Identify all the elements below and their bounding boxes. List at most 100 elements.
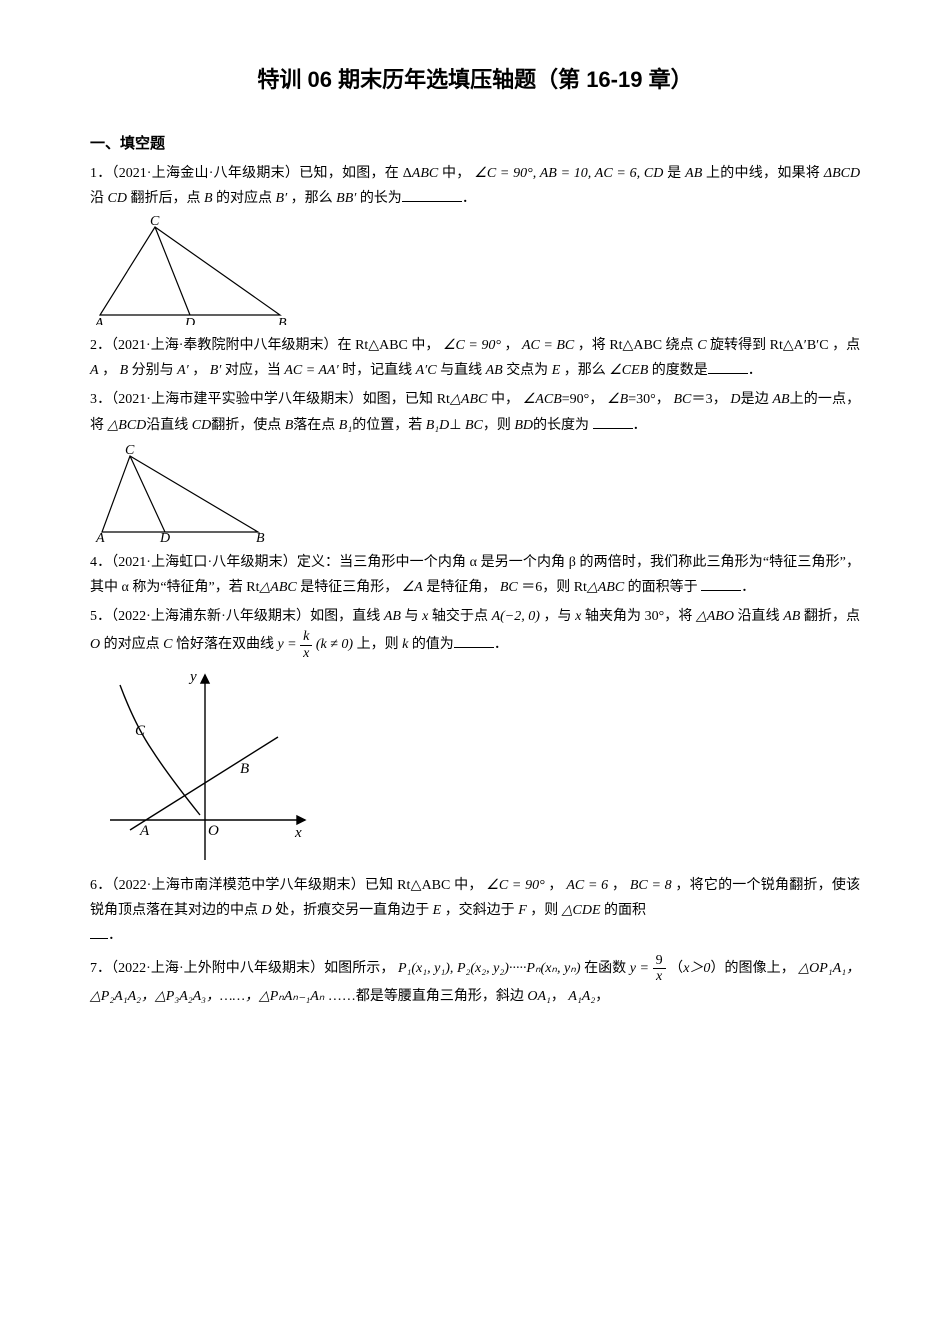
q2-m4: 绕点 [666, 338, 694, 353]
q3-m1: 中， [491, 392, 519, 407]
q7-m5: ， [551, 989, 565, 1004]
q7-frac: 9x [653, 953, 666, 985]
q5-m2: 轴交于点 [432, 609, 488, 624]
q1-m6: 的对应点 [216, 191, 272, 206]
q1-m2: 是 [667, 166, 681, 181]
q6-period: ． [108, 928, 122, 943]
q1-delta: Δ [403, 166, 412, 181]
q3-m9: 落在点 [293, 418, 335, 433]
q5-m6: 翻折，点 [804, 609, 860, 624]
q2-apc: A′C [416, 363, 437, 378]
q5-m1: 与 [405, 609, 419, 624]
q5-label-A: A [139, 823, 150, 839]
q6-m8: 的面积 [604, 903, 646, 918]
q3-label-C: C [125, 443, 135, 458]
q3-b1: B₁ [339, 418, 352, 433]
q5-prefix: 5．（2022·上海浦东新·八年级期末）如图，直线 [90, 609, 380, 624]
q2-m5: 旋转得到 [710, 338, 766, 353]
q4-abc: △ABC [260, 580, 297, 595]
question-1: 1．（2021·上海金山·八年级期末）已知，如图，在 ΔABC 中， ∠C = … [90, 161, 860, 211]
q5-m7: 的对应点 [104, 637, 160, 652]
q5-m10: 的值为 [412, 637, 454, 652]
q3-ab: AB [772, 392, 789, 407]
q5-kne0: (k ≠ 0) [316, 637, 353, 652]
q2-b: B [120, 363, 129, 378]
q1-period: ． [462, 191, 476, 206]
q5-label-O: O [208, 823, 219, 839]
q1-blank [402, 187, 462, 202]
q6-e: E [433, 903, 442, 918]
q1-abc: ABC [412, 166, 438, 181]
q3-label-D: D [159, 531, 170, 542]
question-2: 2．（2021·上海·奉教院附中八年级期末）在 Rt△ABC 中， ∠C = 9… [90, 333, 860, 383]
q6-m7: ，则 [530, 903, 558, 918]
label-B: B [278, 316, 287, 325]
q6-m1: 中， [454, 878, 482, 893]
q3-abc: △ABC [450, 392, 487, 407]
q1-angc: ∠C = 90°, AB = 10, AC = 6, CD [474, 166, 663, 181]
q6-m2: ， [548, 878, 562, 893]
q3-bd: BD [514, 418, 533, 433]
q2-blank [708, 359, 748, 374]
q7-m4: ……都是等腰直角三角形，斜边 [328, 989, 524, 1004]
label-C: C [150, 215, 160, 229]
question-4: 4．（2021·上海虹口·八年级期末）定义：当三角形中一个内角 α 是另一个内角… [90, 550, 860, 600]
q2-a: A [90, 363, 99, 378]
q7-m2: （ [669, 961, 683, 976]
q5-m9: 上，则 [357, 637, 399, 652]
q7-yfn: y = [630, 961, 649, 976]
q2-ceb: ∠CEB [609, 363, 648, 378]
q7-pts: P₁(x₁, y₁), P₂(x₂, y₂)·····Pₙ(xₙ, yₙ) [398, 961, 581, 976]
q5-x: x [422, 609, 428, 624]
q5-c: C [163, 637, 172, 652]
q1-bbp: BB′ [336, 191, 356, 206]
q5-o: O [90, 637, 100, 652]
q1-m3: 上的中线，如果将 [706, 166, 820, 181]
q6-m6: ，交斜边于 [445, 903, 515, 918]
q4-angA: ∠A [402, 580, 423, 595]
q2-acaa: AC = AA′ [284, 363, 338, 378]
q2-m9: ， [192, 363, 206, 378]
q2-prefix: 2．（2021·上海·奉教院附中八年级期末）在 [90, 338, 352, 353]
q3-b: B [285, 418, 294, 433]
q5-period: ． [494, 637, 508, 652]
q3-d: D [730, 392, 740, 407]
q2-acbc: AC = BC [522, 338, 574, 353]
q3-m7: 沿直线 [146, 418, 188, 433]
q5-xden: x [300, 646, 312, 661]
q5-m5: 沿直线 [738, 609, 780, 624]
q1-cd: CD [108, 191, 127, 206]
q7-oa: OA₁ [527, 989, 551, 1004]
q7-prefix: 7．（2022·上海·上外附中八年级期末）如图所示， [90, 961, 394, 976]
q6-bc: BC = 8 [630, 878, 672, 893]
q6-d: D [262, 903, 272, 918]
section-heading: 一、填空题 [90, 130, 860, 157]
q4-abc2: △ABC [587, 580, 624, 595]
q3-label-A: A [95, 531, 105, 542]
q6-m5: 处，折痕交另一直角边于 [275, 903, 429, 918]
q2-m1: 中， [411, 338, 439, 353]
q6-angC: ∠C = 90° [486, 878, 544, 893]
q1-m1: 中， [442, 166, 471, 181]
q3-label-B: B [256, 531, 265, 542]
q5-A: A(−2, 0) [492, 609, 540, 624]
q1-m8: 的长为 [360, 191, 402, 206]
q4-period: ． [741, 580, 755, 595]
q3-prefix: 3．（2021·上海市建平实验中学八年级期末）如图，已知 Rt [90, 392, 450, 407]
q2-m12: 与直线 [440, 363, 482, 378]
q1-m5: 翻折后，点 [130, 191, 200, 206]
q1-ab: AB [685, 166, 702, 181]
q4-m3: ＝6，则 Rt [521, 580, 587, 595]
q2-m10: 对应，当 [225, 363, 281, 378]
q7-den: x [653, 969, 666, 984]
q3-b1d: B₁D [426, 418, 450, 433]
q4-bc: BC [500, 580, 518, 595]
q5-label-C: C [135, 723, 146, 739]
q5-blank [454, 633, 494, 648]
q1-m7: ，那么 [291, 191, 333, 206]
q6-ac: AC = 6 [566, 878, 608, 893]
q2-m15: 的度数是 [652, 363, 708, 378]
q4-m4: 的面积等于 [628, 580, 698, 595]
q1-b: B [204, 191, 213, 206]
q7-m3: ）的图像上， [710, 961, 794, 976]
